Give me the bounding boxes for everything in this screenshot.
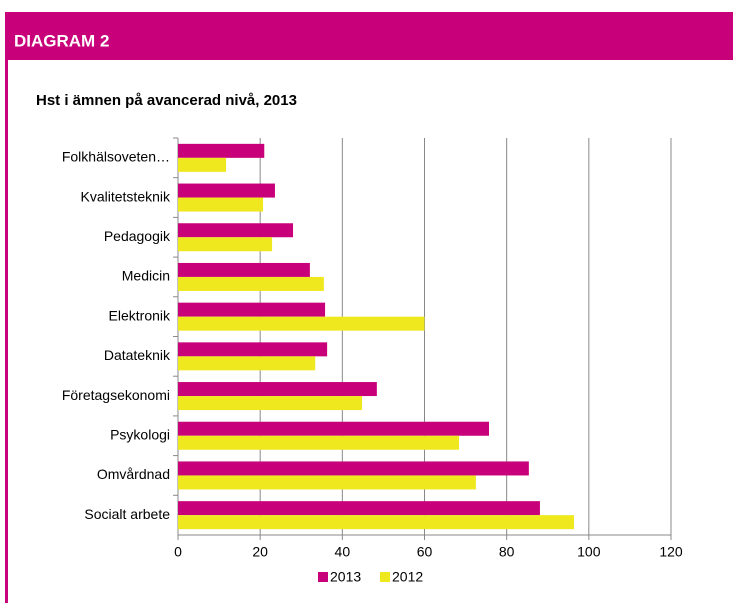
bar: [178, 157, 227, 172]
legend-swatch: [318, 572, 328, 582]
y-tick-label: Socialt arbete: [84, 506, 170, 522]
y-tick-label: Pedagogik: [104, 228, 171, 244]
bar: [178, 143, 265, 158]
header-title: DIAGRAM 2: [14, 31, 109, 50]
y-tick-label: Kvalitetsteknik: [81, 188, 171, 204]
y-tick-label: Företagsekonomi: [62, 387, 170, 403]
x-tick-label: 100: [577, 544, 601, 560]
bar: [178, 475, 476, 490]
y-tick-label: Omvårdnad: [97, 466, 170, 482]
legend-label: 2013: [330, 569, 361, 585]
legend-swatch: [380, 572, 390, 582]
y-tick-label: Psykologi: [110, 426, 170, 442]
bar: [178, 421, 490, 436]
y-tick-label: Elektronik: [109, 307, 171, 323]
bar: [178, 237, 273, 252]
x-tick-label: 60: [417, 544, 433, 560]
header-bar: [5, 12, 733, 60]
bar: [178, 262, 310, 277]
x-tick-label: 0: [174, 544, 182, 560]
bar: [178, 302, 326, 317]
x-tick-label: 20: [252, 544, 268, 560]
bar: [178, 461, 529, 476]
y-tick-label: Datateknik: [104, 347, 171, 363]
y-tick-label: Medicin: [122, 268, 170, 284]
bar: [178, 197, 264, 212]
bar: [178, 276, 324, 291]
bar: [178, 356, 316, 371]
x-tick-label: 80: [499, 544, 515, 560]
bar: [178, 515, 575, 530]
left-border: [5, 60, 8, 603]
chart-title: Hst i ämnen på avancerad nivå, 2013: [36, 92, 297, 109]
bar: [178, 501, 540, 516]
bar: [178, 396, 363, 411]
x-tick-label: 40: [335, 544, 351, 560]
bar: [178, 223, 294, 238]
y-tick-label: Folkhälsoveten…: [62, 149, 170, 165]
bar: [178, 316, 425, 331]
bar: [178, 382, 377, 397]
bar: [178, 435, 460, 450]
bar: [178, 183, 275, 198]
legend-label: 2012: [392, 569, 423, 585]
x-tick-label: 120: [659, 544, 683, 560]
bar: [178, 342, 328, 357]
